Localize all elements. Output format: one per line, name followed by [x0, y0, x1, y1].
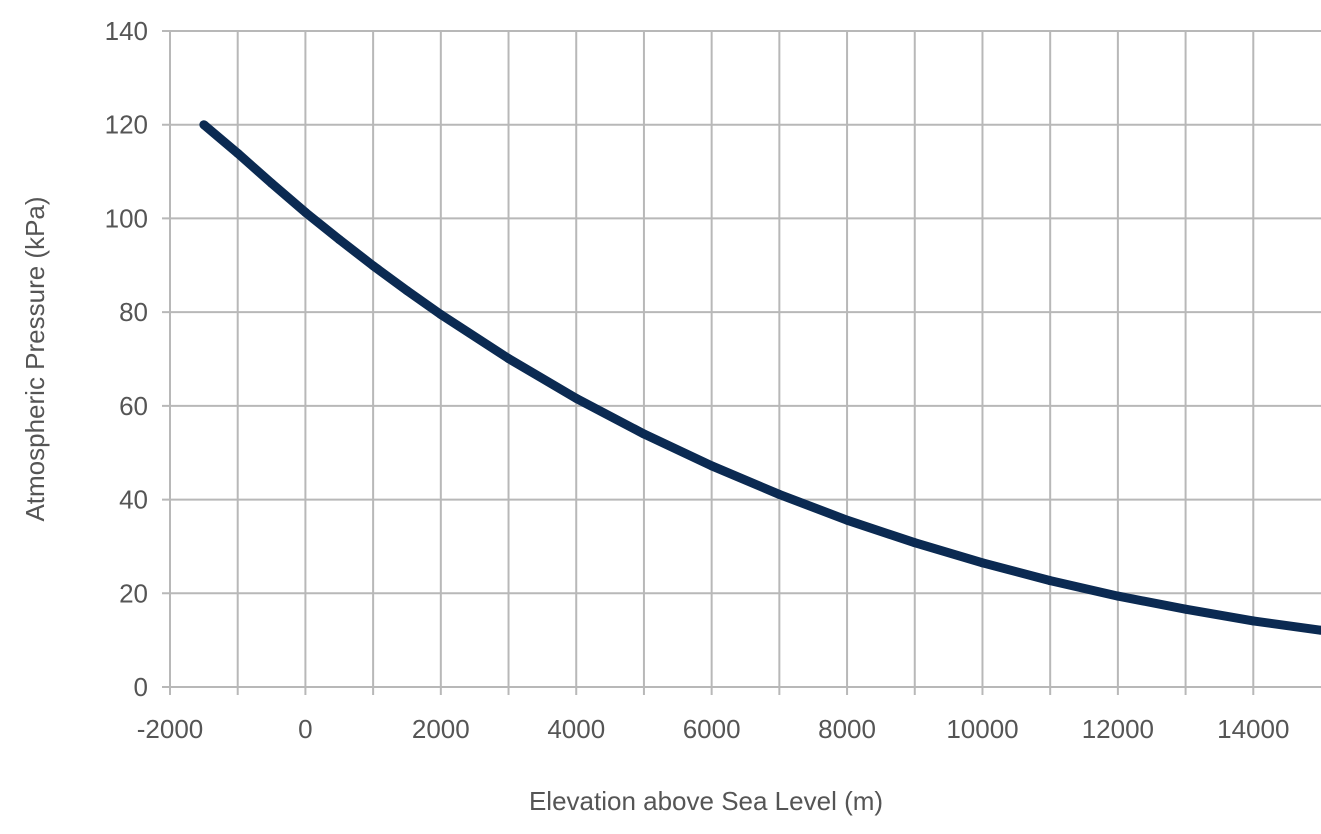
data-point [707, 461, 717, 471]
x-tick-label: 2000 [412, 714, 470, 744]
y-tick-label: 60 [119, 391, 148, 421]
data-point [1181, 604, 1191, 614]
x-tick-label: 0 [298, 714, 312, 744]
gridlines [162, 30, 1321, 695]
data-point [504, 354, 514, 364]
data-point [233, 148, 243, 158]
y-tick-label: 0 [134, 672, 148, 702]
data-point [199, 120, 209, 130]
data-point [910, 538, 920, 548]
data-point [1248, 616, 1258, 626]
data-point [842, 515, 852, 525]
x-tick-label: 10000 [946, 714, 1018, 744]
data-point [368, 261, 378, 271]
y-tick-label: 120 [105, 110, 148, 140]
x-tick-label: 12000 [1082, 714, 1154, 744]
data-point [402, 286, 412, 296]
data-point [300, 207, 310, 217]
y-tick-label: 20 [119, 578, 148, 608]
tick-labels: -2000 0 2000 4000 6000 8000 10000 12000 14000 0 20… [105, 16, 1290, 744]
data-point [1045, 576, 1055, 586]
y-tick-label: 80 [119, 297, 148, 327]
data-point [267, 178, 277, 188]
x-tick-label: 4000 [547, 714, 605, 744]
y-tick-label: 40 [119, 485, 148, 515]
data-point [774, 489, 784, 499]
x-tick-label: -2000 [137, 714, 204, 744]
data-point [436, 309, 446, 319]
y-axis-title: Atmospheric Pressure (kPa) [20, 196, 50, 521]
x-tick-label: 8000 [818, 714, 876, 744]
y-tick-label: 100 [105, 203, 148, 233]
y-tick-label: 140 [105, 16, 148, 46]
data-point [639, 429, 649, 439]
data-point [334, 235, 344, 245]
data-point [1316, 625, 1321, 635]
x-tick-label: 6000 [683, 714, 741, 744]
x-tick-label: 14000 [1217, 714, 1289, 744]
data-series [199, 120, 1321, 635]
data-point [977, 558, 987, 568]
data-point [1113, 591, 1123, 601]
data-point [571, 393, 581, 403]
x-axis-title: Elevation above Sea Level (m) [529, 786, 883, 816]
